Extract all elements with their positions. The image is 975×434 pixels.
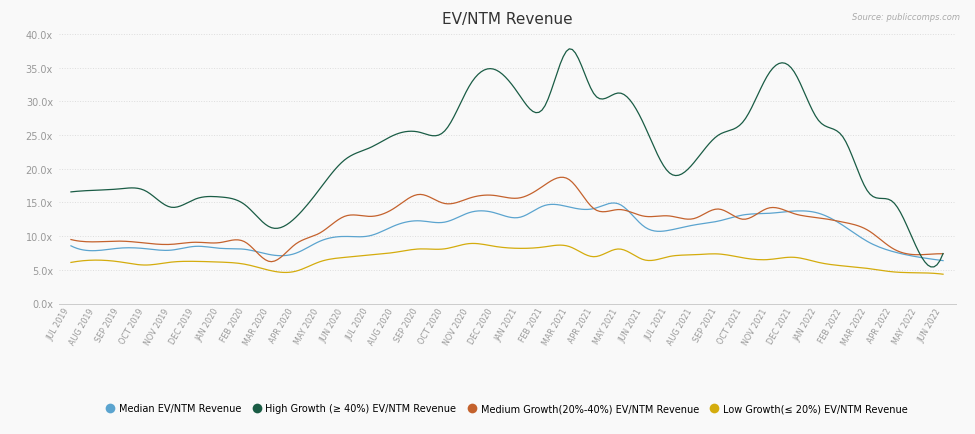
Title: EV/NTM Revenue: EV/NTM Revenue <box>442 12 572 26</box>
Legend: Median EV/NTM Revenue, High Growth (≥ 40%) EV/NTM Revenue, Medium Growth(20%-40%: Median EV/NTM Revenue, High Growth (≥ 40… <box>102 400 912 418</box>
Text: Source: publiccomps.com: Source: publiccomps.com <box>852 13 960 22</box>
